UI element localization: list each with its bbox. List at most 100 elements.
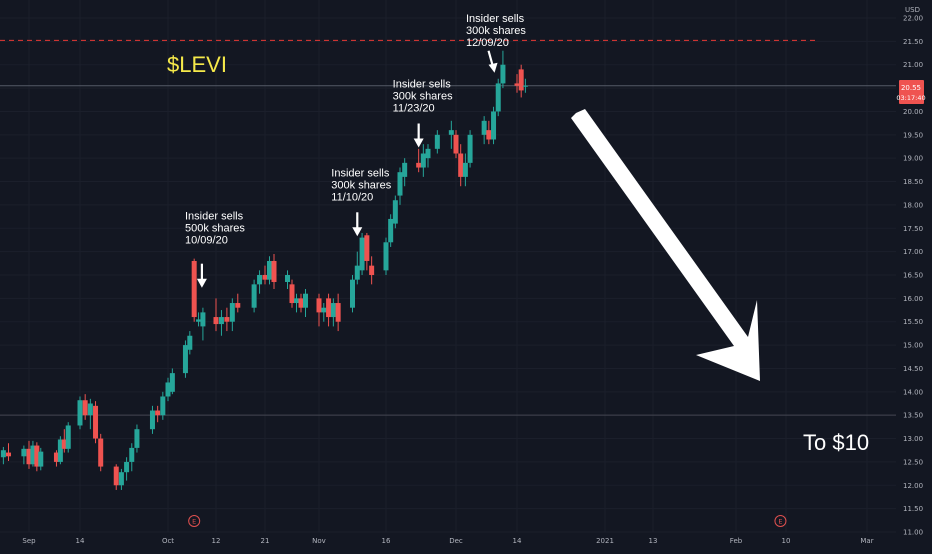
candle [330,298,336,327]
candle [26,440,32,469]
time-tick-label: Sep [22,537,36,545]
candle-body [6,452,11,457]
candle-body [383,242,389,271]
candle-body [350,279,355,308]
price-tick-label: 15.50 [903,318,923,326]
candle [402,158,408,187]
candle-body [124,461,130,473]
candle-body [26,448,32,465]
candle-body [200,312,206,327]
candle-body [321,307,327,313]
time-tick-label: Oct [162,537,174,545]
candle [271,253,277,290]
candle [303,289,308,318]
candle-body [87,403,93,416]
annotation-line: Insider sells [331,167,390,179]
price-tick-label: 11.50 [903,505,923,513]
candle [514,74,520,93]
candle-body [169,373,175,392]
price-tick-label: 12.00 [903,482,923,490]
candle [354,251,360,285]
candle [458,144,464,187]
candle [335,293,341,332]
candle-body [82,400,88,416]
candle [93,401,99,444]
candle-body [65,425,71,449]
candle-body [118,472,124,486]
candle-body [491,111,497,140]
candle [392,195,398,229]
annotation-line: Insider sells [185,211,244,223]
candle [462,153,468,187]
candle-body [303,293,308,308]
candle-body [196,319,202,322]
candle-body [134,429,140,448]
candle-body [289,284,295,304]
annotation-line: 10/09/20 [185,235,228,247]
annotation-line: Insider sells [466,13,525,25]
time-tick-label: 10 [782,537,791,545]
candle [285,270,290,290]
annotation-line: 500k shares [185,223,245,235]
currency-label: USD [905,6,920,14]
candle-body [165,382,171,397]
arrow-head-icon [413,138,424,148]
candle-body [359,237,365,271]
candle [289,279,295,308]
candle [187,331,193,355]
candle-body [335,303,341,322]
price-tick-label: 17.50 [903,225,923,233]
target-label: To $10 [803,430,869,455]
candle [134,424,140,453]
arrow-head-icon [352,227,363,237]
candle [298,293,304,313]
grid [0,0,896,532]
price-tick-label: 19.50 [903,131,923,139]
price-tick-label: 18.50 [903,178,923,186]
annotation-line: 300k shares [393,91,453,103]
candle-body [354,265,360,280]
candle [6,443,11,461]
candle-body [298,298,304,308]
candle [165,377,171,402]
candle-body [224,317,230,322]
ticker-label: $LEVI [167,52,227,77]
candle-body [262,275,268,280]
candle [61,429,67,453]
candle-body [34,445,40,467]
price-tick-label: 21.00 [903,61,923,69]
candle [420,144,426,177]
candle-body [481,120,487,135]
time-tick-label: Nov [312,537,326,545]
price-tick-label: 13.00 [903,435,923,443]
big-down-arrow-icon [571,109,760,381]
price-tick-label: 11.00 [903,529,923,537]
candle [21,445,27,465]
candle [77,396,83,430]
earnings-letter: E [778,518,782,526]
candle-body [522,85,528,87]
earnings-letter: E [192,518,196,526]
time-tick-label: 13 [649,537,658,545]
candle-body [191,260,197,318]
candle [434,130,440,154]
earnings-circle [774,515,787,527]
candle [486,120,492,145]
price-tick-label: 16.50 [903,272,923,280]
candle-body [486,130,492,140]
last-price-badge: 20.55 03:17:40 [896,80,926,104]
price-tick-label: 14.50 [903,365,923,373]
candle-body [155,410,161,416]
candle [467,130,473,168]
candle [113,464,119,490]
candle [191,258,197,322]
candle-body [229,303,235,322]
candle [364,232,370,271]
candle [369,256,375,285]
time-tick-label: Dec [449,537,463,545]
annotation-line: 12/09/20 [466,37,509,49]
candle [326,293,332,327]
candle-body [213,317,219,325]
candle-body [235,303,241,308]
candle-body [392,200,398,224]
